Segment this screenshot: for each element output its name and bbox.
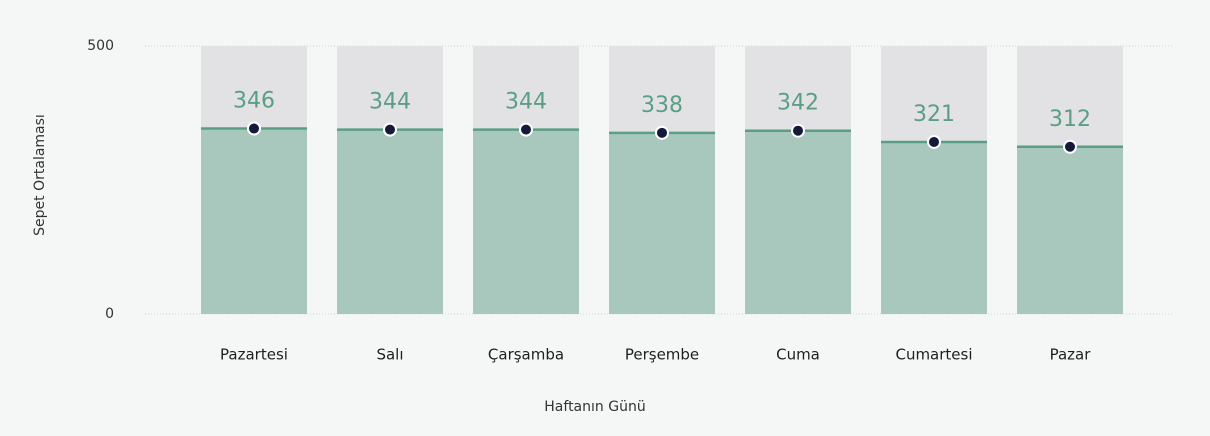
bar bbox=[609, 132, 715, 314]
y-axis-title: Sepet Ortalaması bbox=[32, 114, 48, 236]
bar bbox=[337, 129, 443, 314]
x-tick-label: Perşembe bbox=[625, 346, 699, 364]
marker bbox=[383, 122, 397, 137]
y-tick-label: 0 bbox=[105, 306, 114, 322]
bar bbox=[1017, 146, 1123, 314]
value-label: 321 bbox=[913, 102, 955, 127]
value-label: 338 bbox=[641, 93, 683, 118]
x-tick-label: Cuma bbox=[776, 346, 820, 364]
y-tick-label: 500 bbox=[87, 38, 114, 54]
marker bbox=[1063, 139, 1077, 154]
value-label: 344 bbox=[369, 90, 411, 115]
marker bbox=[519, 122, 533, 137]
bar bbox=[745, 130, 851, 314]
x-tick-label: Pazartesi bbox=[220, 346, 288, 364]
x-tick-label: Cumartesi bbox=[895, 346, 972, 364]
x-tick-label: Pazar bbox=[1050, 346, 1092, 364]
value-label: 346 bbox=[233, 89, 275, 114]
marker bbox=[927, 134, 941, 149]
marker bbox=[791, 123, 805, 138]
value-label: 342 bbox=[777, 91, 819, 116]
marker bbox=[247, 121, 261, 136]
x-tick-label: Salı bbox=[376, 346, 403, 364]
bar bbox=[881, 141, 987, 314]
x-axis-title: Haftanın Günü bbox=[544, 399, 645, 415]
bar bbox=[201, 128, 307, 314]
value-label: 312 bbox=[1049, 107, 1091, 132]
marker bbox=[655, 125, 669, 140]
x-tick-label: Çarşamba bbox=[488, 346, 564, 364]
value-label: 344 bbox=[505, 90, 547, 115]
bar bbox=[473, 129, 579, 314]
